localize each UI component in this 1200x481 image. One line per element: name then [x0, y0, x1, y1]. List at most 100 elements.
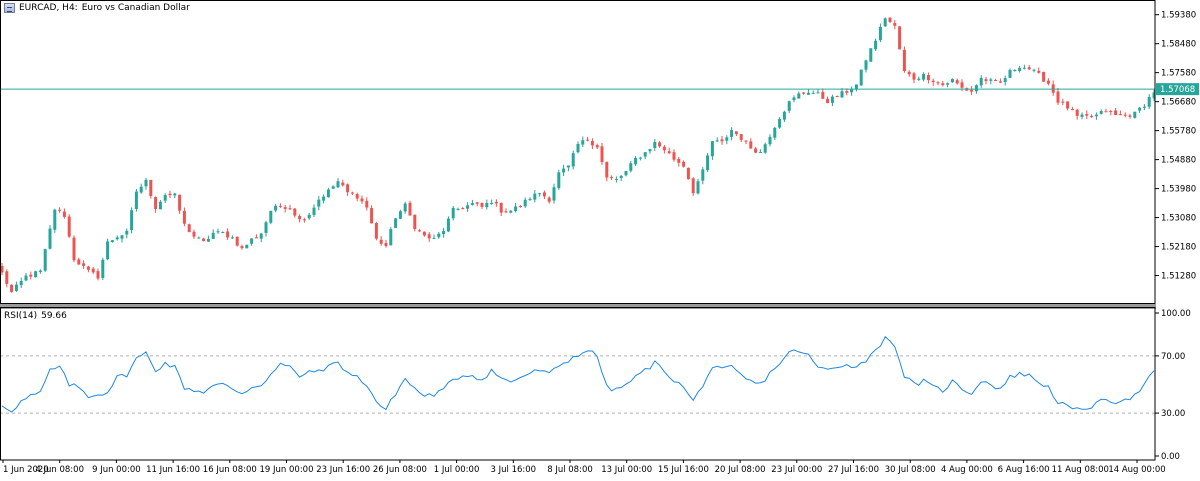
candle-bull [782, 111, 786, 120]
candle-bull [446, 218, 450, 232]
current-price-tag [1156, 83, 1199, 96]
candle-bear [149, 179, 153, 197]
candle-bull [230, 237, 234, 239]
candle-bull [624, 171, 628, 176]
candle-bear [494, 201, 498, 204]
candle-bear [605, 161, 609, 178]
candle-bull [173, 193, 177, 196]
symbol-timeframe: EURCAD, H4: [19, 3, 78, 13]
candle-bull [451, 207, 455, 219]
candle-bull [874, 40, 878, 50]
candle-bear [418, 230, 422, 232]
candle-bull [566, 165, 570, 168]
candle-bear [955, 80, 959, 84]
candle-bull [581, 140, 585, 145]
candle-bull [773, 127, 777, 138]
candle-bear [408, 202, 412, 216]
candle-bear [62, 211, 66, 217]
candle-bear [1085, 114, 1089, 116]
candle-bull [1008, 70, 1012, 78]
candle-bull [922, 73, 926, 80]
candle-bull [307, 214, 311, 219]
time-tick-label: 8 Jul 08:00 [547, 465, 593, 475]
candle-bear [202, 238, 206, 242]
candle-bull [470, 203, 474, 205]
time-tick-label: 13 Jul 00:00 [601, 465, 652, 475]
candle-bull [1147, 96, 1151, 107]
candle-bear [422, 231, 426, 236]
candle-bull [562, 168, 566, 173]
candle-bear [475, 202, 479, 204]
candle-bear [283, 207, 287, 209]
candle-bear [667, 151, 671, 154]
indicator-header: RSI(14) 59.66 [4, 311, 71, 321]
candle-bull [101, 259, 105, 279]
candle-bear [461, 208, 465, 210]
candle-bull [696, 181, 700, 194]
time-tick-label: 4 Jun 08:00 [35, 465, 84, 475]
time-tick-label: 1 Jul 00:00 [434, 465, 480, 475]
candle-bear [970, 89, 974, 92]
candle-bull [1003, 78, 1007, 83]
candle-bear [1104, 111, 1108, 113]
candle-bear [926, 75, 930, 81]
candle-bear [365, 200, 369, 208]
candle-bull [211, 232, 215, 239]
candle-bull [701, 169, 705, 181]
candle-bull [14, 284, 18, 291]
candle-bull [1133, 111, 1137, 118]
candle-bull [442, 230, 446, 235]
candle-bear [672, 152, 676, 160]
time-tick-label: 23 Jun 16:00 [316, 465, 370, 475]
price-tick-label: 1.53080 [1161, 214, 1196, 224]
candle-bear [360, 198, 364, 202]
candle-bear [749, 141, 753, 149]
candle-bear [278, 205, 282, 207]
candle-bear [720, 139, 724, 142]
candle-bull [989, 79, 993, 81]
candle-bear [1114, 110, 1118, 115]
price-tick-label: 1.58480 [1161, 40, 1196, 50]
candle-bear [1118, 114, 1122, 116]
candle-bear [182, 210, 186, 224]
candle-bear [154, 197, 158, 210]
candle-bear [931, 80, 935, 82]
time-tick-label: 6 Aug 16:00 [998, 465, 1050, 475]
candle-bear [907, 71, 911, 75]
candle-bear [600, 146, 604, 163]
rsi-tick-label: 30.00 [1161, 409, 1185, 419]
candle-bull [514, 206, 518, 212]
candle-bull [1080, 114, 1084, 117]
candle-bear [499, 202, 503, 213]
candle-bull [1094, 114, 1098, 117]
indicator-value: 59.66 [41, 311, 67, 321]
candle-bear [586, 139, 590, 141]
candle-bull [792, 97, 796, 101]
candle-bull [1032, 69, 1036, 71]
price-tick-label: 1.52180 [1161, 243, 1196, 253]
rsi-line [1, 335, 1155, 413]
candle-bear [168, 193, 172, 196]
candle-bull [490, 202, 494, 204]
candle-bull [322, 196, 326, 201]
candle-bear [77, 259, 81, 265]
pane-separator [0, 304, 1156, 309]
candle-bull [806, 92, 810, 95]
candle-bear [72, 237, 76, 261]
candle-bull [706, 155, 710, 171]
candle-bull [221, 231, 225, 233]
candle-bull [946, 83, 950, 85]
candle-bear [504, 211, 508, 213]
candle-bull [638, 157, 642, 159]
candle-bull [816, 92, 820, 94]
candle-bull [24, 275, 28, 281]
candle-bear [734, 131, 738, 135]
candle-bear [384, 242, 388, 246]
candle-bull [466, 205, 470, 209]
candle-bear [91, 268, 95, 273]
rsi-tick-label: 0.00 [1161, 452, 1180, 462]
candle-bull [634, 158, 638, 165]
time-tick-label: 15 Jul 16:00 [658, 465, 709, 475]
